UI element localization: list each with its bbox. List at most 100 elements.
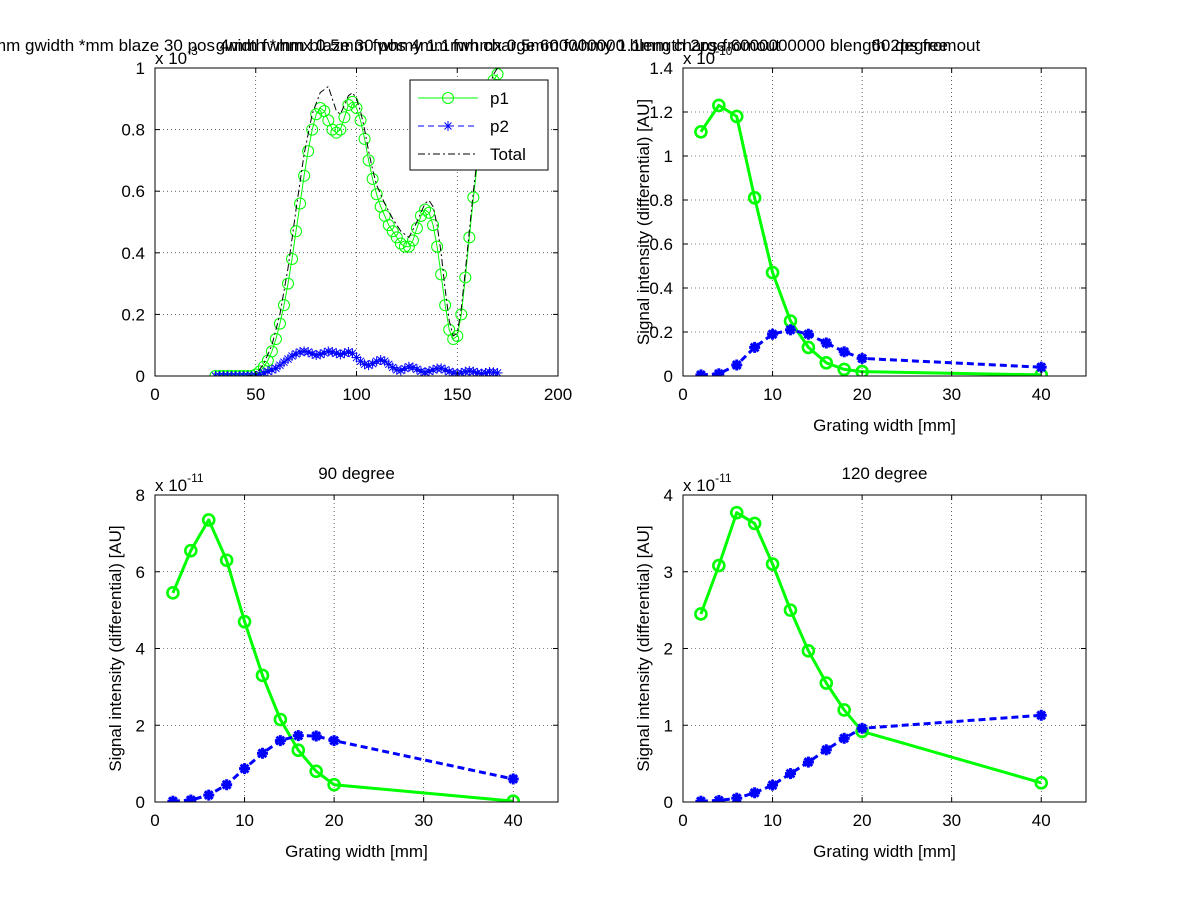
y-exponent-power: -11	[187, 471, 204, 485]
data-point-star	[695, 369, 707, 376]
x-axis-label: Grating width [mm]	[813, 842, 956, 861]
data-point-star	[363, 360, 374, 371]
data-point-circle	[801, 644, 816, 658]
x-tick-label: 50	[246, 385, 265, 404]
data-point-circle	[431, 240, 444, 253]
star-stroke	[316, 350, 325, 359]
data-point-circle	[837, 703, 852, 717]
data-point-circle	[386, 225, 399, 238]
star-stroke	[731, 793, 742, 802]
data-point-star	[731, 359, 743, 371]
data-point-circle	[334, 123, 347, 136]
data-point-star	[167, 795, 179, 802]
series-group	[694, 98, 1049, 376]
data-point-circle	[225, 370, 238, 376]
data-point-star	[262, 366, 273, 376]
data-point-star	[274, 735, 286, 747]
data-point-circle	[290, 225, 303, 238]
y-tick-label: 1.2	[649, 103, 673, 122]
data-point-circle	[219, 553, 234, 568]
star-stroke	[170, 796, 178, 802]
y-tick-label: 1	[664, 147, 673, 166]
star-stroke	[489, 368, 498, 376]
series-line-s1	[699, 511, 1042, 785]
data-point-star	[440, 364, 451, 375]
data-point-circle	[362, 154, 375, 167]
data-point-star	[287, 350, 298, 361]
star-stroke	[437, 364, 446, 373]
star-stroke	[227, 372, 233, 376]
star-stroke	[698, 796, 706, 802]
data-point-circle	[459, 271, 472, 284]
y-tick-label: 1	[664, 716, 673, 735]
data-point-star	[292, 730, 304, 742]
data-point-star	[355, 356, 366, 367]
data-point-circle	[747, 516, 762, 531]
x-axis-label: Grating width [mm]	[813, 416, 956, 435]
star-stroke	[251, 372, 257, 376]
axes-4: 0 10 20 30 40 0 1 2 3 4 x 10-11 120 degree Grating w…	[634, 464, 1087, 861]
star-stroke	[400, 364, 409, 373]
star-stroke	[803, 329, 814, 340]
star-stroke	[260, 369, 268, 376]
star-stroke	[493, 369, 502, 376]
x-tick-label: 40	[504, 811, 523, 830]
data-point-circle	[265, 345, 278, 358]
legend-marker-circle	[442, 92, 454, 104]
star-stroke	[445, 367, 454, 376]
axes-3: 0 10 20 30 40 0 2 4 6 8 x 10-11 90 degree Grating wi…	[106, 464, 559, 861]
star-stroke	[332, 349, 341, 358]
star-stroke	[508, 774, 519, 784]
data-point-circle	[402, 240, 415, 253]
star-stroke	[344, 348, 353, 356]
y-tick-label: 0	[136, 793, 145, 812]
x-axis-label: Grating width [mm]	[285, 842, 428, 861]
data-point-circle	[166, 586, 180, 600]
star-stroke	[697, 369, 706, 376]
x-tick-label: 30	[942, 811, 961, 830]
star-stroke	[839, 733, 850, 744]
star-stroke	[247, 372, 253, 376]
y-tick-label: 0.8	[649, 191, 673, 210]
x-tick-label: 100	[342, 385, 370, 404]
y-exponent-power: -10	[715, 44, 733, 58]
data-point-circle	[338, 111, 351, 124]
series-line-p1	[215, 73, 499, 376]
y-tick-label: 0.8	[121, 121, 145, 140]
data-point-circle	[427, 219, 440, 232]
data-point-star	[315, 349, 326, 360]
data-point-circle	[237, 370, 250, 376]
data-point-circle	[712, 558, 726, 573]
data-point-star	[507, 773, 519, 785]
data-point-circle	[281, 277, 294, 290]
data-point-circle	[217, 370, 230, 376]
star-stroke	[409, 363, 417, 372]
star-stroke	[293, 730, 304, 741]
x-tick-label: 30	[414, 811, 433, 830]
star-stroke	[231, 372, 237, 376]
data-point-circle	[310, 108, 323, 121]
data-point-circle	[694, 607, 708, 621]
plot-area	[683, 495, 1086, 802]
star-stroke	[272, 364, 280, 373]
star-stroke	[465, 367, 474, 375]
star-stroke	[348, 349, 357, 358]
star-stroke	[1036, 710, 1047, 721]
data-point-star	[492, 367, 503, 376]
data-point-circle	[370, 188, 383, 201]
data-point-circle	[291, 743, 306, 757]
data-point-circle	[326, 123, 339, 136]
x-tick-label: 40	[1032, 385, 1051, 404]
y-tick-label: 4	[136, 640, 145, 659]
data-point-star	[383, 359, 394, 370]
y-tick-label: 1.4	[649, 59, 673, 78]
data-point-circle	[209, 370, 222, 376]
star-stroke	[211, 372, 217, 376]
data-point-circle	[273, 712, 288, 727]
data-point-circle	[306, 123, 319, 136]
star-stroke	[376, 356, 385, 364]
data-point-circle	[729, 109, 744, 124]
star-stroke	[364, 361, 373, 370]
data-point-star	[328, 735, 340, 747]
data-point-circle	[729, 505, 744, 520]
